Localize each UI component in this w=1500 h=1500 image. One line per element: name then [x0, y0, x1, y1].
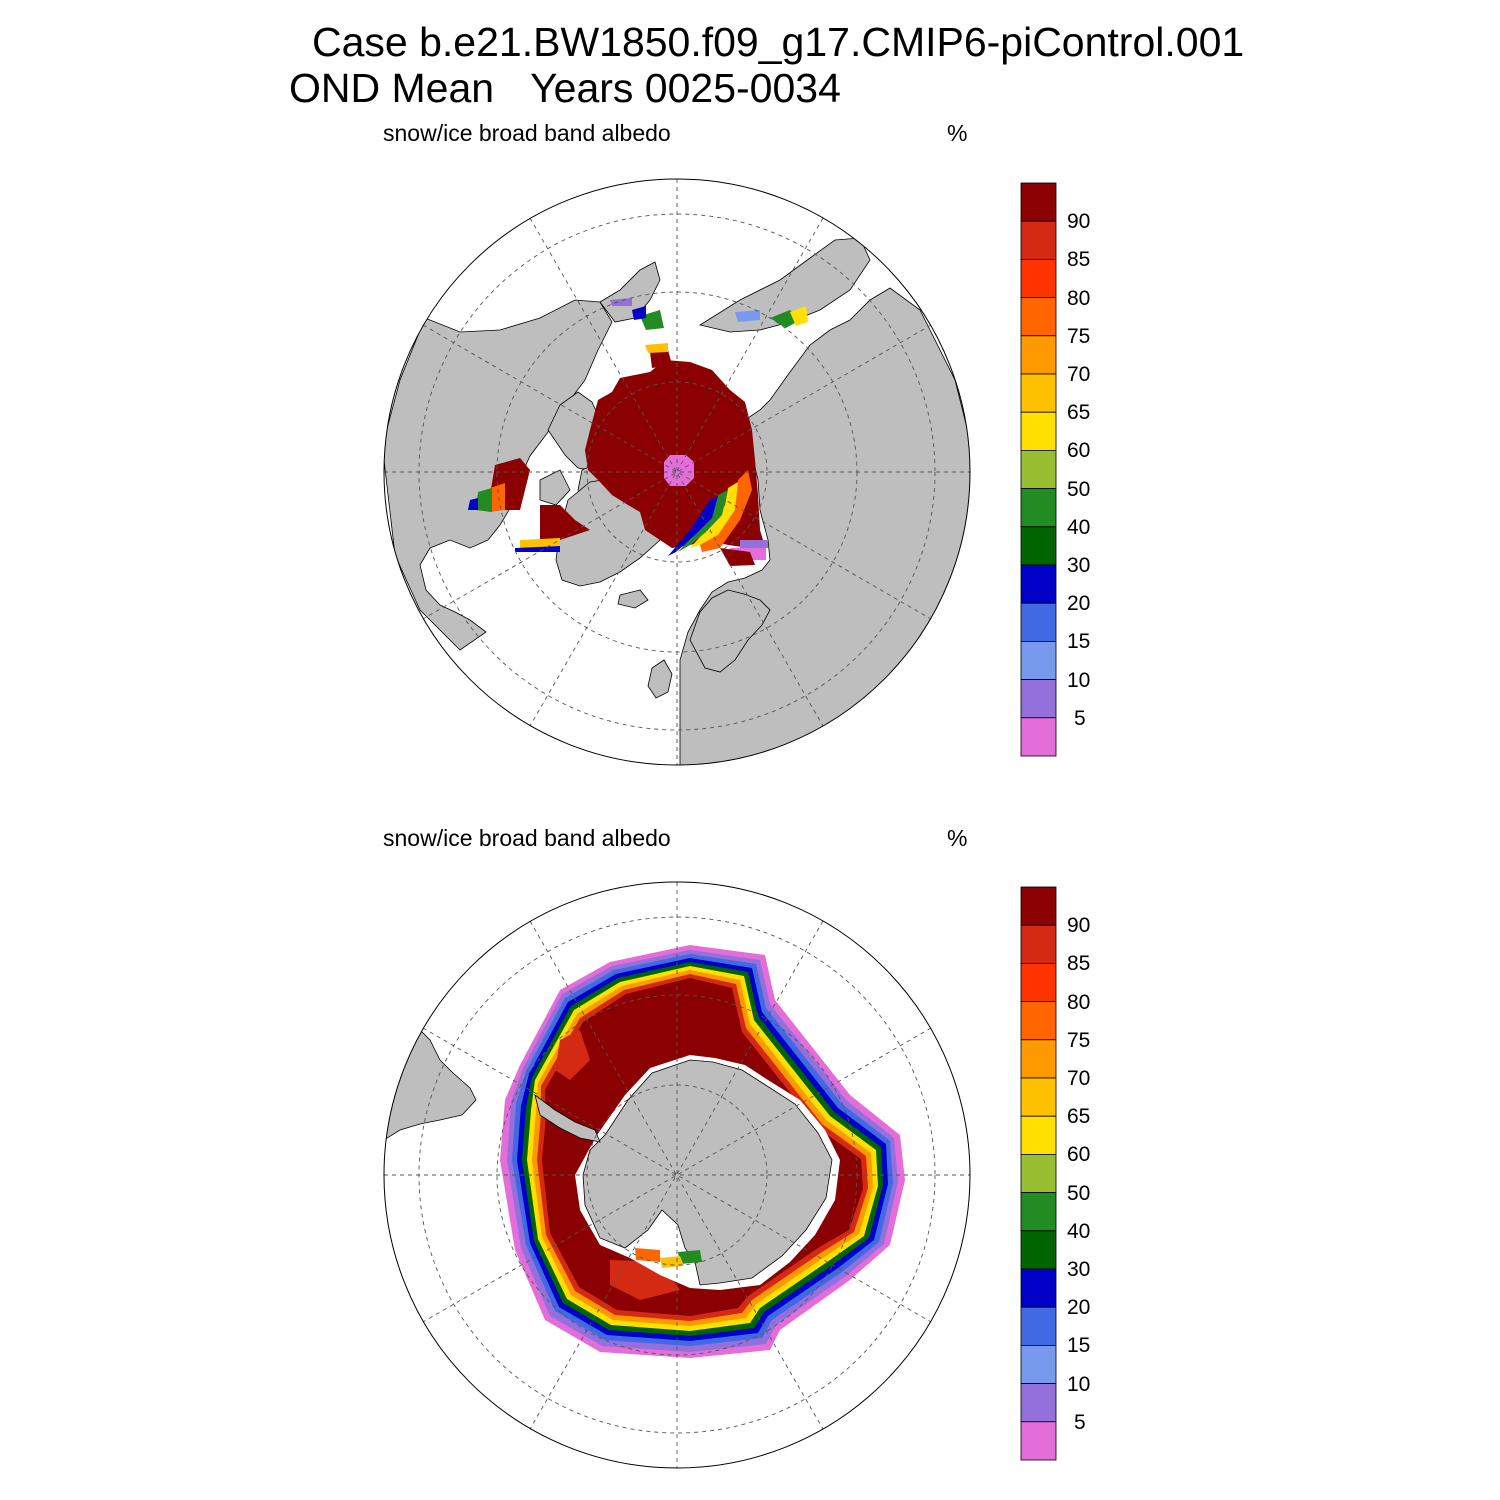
colorbar-swatch: [1020, 1077, 1057, 1117]
south-units-label: %: [947, 825, 968, 851]
colorbar-swatch: [1020, 182, 1057, 222]
colorbar-tick-label: 90: [1067, 914, 1091, 938]
colorbar-swatch: [1020, 679, 1057, 719]
colorbar-swatch: [1020, 640, 1057, 680]
colorbar-swatch: [1020, 1153, 1057, 1193]
colorbar-tick-label: 5: [1074, 706, 1086, 730]
colorbar-tick-label: 50: [1067, 1181, 1091, 1205]
land-antarctic-peninsula: [534, 1094, 601, 1143]
colorbar-swatch: [1020, 1039, 1057, 1079]
years-label: Years 0025-0034: [530, 65, 841, 111]
colorbar-tick-label: 20: [1067, 592, 1091, 616]
land-british-isles: [647, 659, 673, 699]
colorbar-swatch: [1020, 488, 1057, 528]
arctic-polar-map: [383, 178, 971, 766]
colorbar-tick-label: 30: [1067, 554, 1091, 577]
colorbar-swatch: [1020, 1001, 1057, 1041]
colorbar-swatch: [1020, 717, 1057, 757]
colorbar-tick-label: 5: [1074, 1410, 1086, 1434]
colorbar-tick-label: 20: [1067, 1296, 1091, 1320]
colorbar-swatch: [1020, 411, 1057, 451]
south-variable-label: snow/ice broad band albedo: [383, 825, 671, 851]
colorbar-tick-label: 65: [1067, 401, 1091, 425]
colorbar-tick-label: 75: [1067, 1028, 1091, 1052]
land-iceland: [617, 589, 649, 609]
colorbar-tick-label: 90: [1067, 210, 1091, 234]
colorbar-swatch: [1020, 335, 1057, 375]
colorbar-south: [1020, 886, 1057, 1461]
colorbar-tick-label: 80: [1067, 990, 1091, 1014]
colorbar-swatch: [1020, 1230, 1057, 1270]
colorbar-tick-label: 40: [1067, 1219, 1091, 1243]
colorbar-tick-label: 60: [1067, 1143, 1091, 1167]
colorbar-tick-label: 50: [1067, 477, 1091, 501]
colorbar-swatch: [1020, 259, 1057, 299]
colorbar-north: [1020, 182, 1057, 757]
colorbar-swatch: [1020, 1344, 1057, 1384]
colorbar-swatch: [1020, 602, 1057, 642]
colorbar-swatch: [1020, 526, 1057, 566]
colorbar-tick-label: 10: [1067, 668, 1091, 692]
colorbar-swatch: [1020, 963, 1057, 1003]
colorbar-tick-label: 65: [1067, 1105, 1091, 1129]
figure-title-period: OND Mean Years 0025-0034: [289, 68, 841, 109]
colorbar-swatch: [1020, 1268, 1057, 1308]
colorbar-tick-label: 85: [1067, 248, 1091, 272]
colorbar-tick-label: 75: [1067, 324, 1091, 348]
colorbar-tick-label: 30: [1067, 1258, 1091, 1281]
colorbar-tick-label: 80: [1067, 286, 1091, 310]
colorbar-tick-label: 15: [1067, 630, 1091, 654]
season-label: OND Mean: [289, 65, 495, 111]
colorbar-swatch: [1020, 297, 1057, 337]
graticule-south: [384, 882, 970, 1468]
colorbar-swatch: [1020, 1192, 1057, 1232]
land-eurasia: [679, 287, 970, 765]
colorbar-swatch: [1020, 449, 1057, 489]
colorbar-tick-label: 70: [1067, 363, 1091, 386]
colorbar-swatch: [1020, 886, 1057, 926]
north-units-label: %: [947, 120, 968, 146]
colorbar-swatch: [1020, 220, 1057, 260]
colorbar-swatch: [1020, 564, 1057, 604]
colorbar-tick-label: 85: [1067, 952, 1091, 976]
colorbar-swatch: [1020, 1421, 1057, 1461]
colorbar-tick-label: 40: [1067, 515, 1091, 539]
colorbar-tick-label: 15: [1067, 1334, 1091, 1358]
colorbar-swatch: [1020, 924, 1057, 964]
colorbar-tick-label: 10: [1067, 1372, 1091, 1396]
colorbar-swatch: [1020, 373, 1057, 413]
colorbar-tick-label: 70: [1067, 1067, 1091, 1090]
colorbar-swatch: [1020, 1383, 1057, 1423]
colorbar-tick-label: 60: [1067, 439, 1091, 463]
colorbar-swatch: [1020, 1306, 1057, 1346]
colorbar-swatch: [1020, 1115, 1057, 1155]
land-chukotka: [599, 261, 661, 323]
north-variable-label: snow/ice broad band albedo: [383, 120, 671, 146]
graticule-north: [384, 179, 970, 765]
antarctic-polar-map: [383, 881, 971, 1469]
land-scandinavia: [689, 589, 771, 673]
figure-title-case: Case b.e21.BW1850.f09_g17.CMIP6-piContro…: [312, 19, 1245, 65]
